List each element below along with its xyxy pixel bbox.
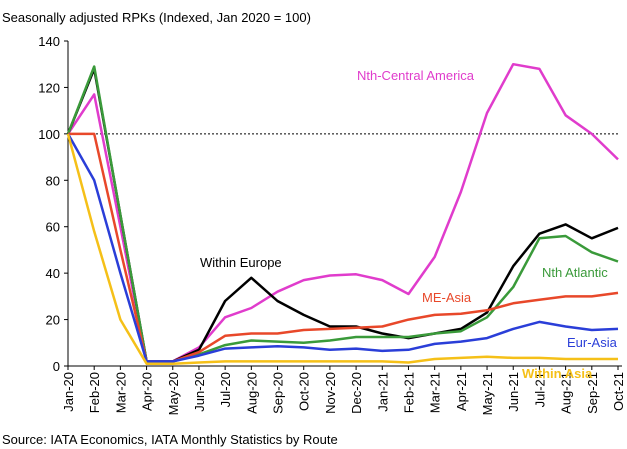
y-tick-label: 0 [53, 359, 60, 374]
x-tick-label: May-21 [480, 372, 495, 415]
x-tick-label: Oct-20 [297, 372, 312, 411]
y-tick-label: 20 [46, 313, 60, 328]
chart-title: Seasonally adjusted RPKs (Indexed, Jan 2… [2, 10, 311, 25]
series-line [66, 133, 619, 363]
x-tick-label: Sep-21 [585, 372, 600, 414]
series-label: Within Europe [200, 255, 282, 270]
y-tick-label: 80 [46, 173, 60, 188]
x-tick-label: Nov-20 [323, 372, 338, 414]
x-tick-label: Jul-20 [218, 372, 233, 407]
x-tick-label: Aug-21 [559, 372, 574, 414]
x-tick-label: Sep-20 [271, 372, 286, 414]
x-tick-label: Dec-20 [349, 372, 364, 414]
series-label: Nth-Central America [357, 68, 475, 83]
x-tick-label: Jan-21 [375, 372, 390, 412]
source-note: Source: IATA Economics, IATA Monthly Sta… [2, 432, 338, 447]
x-tick-label: Jul-21 [532, 372, 547, 407]
x-tick-label: Oct-21 [611, 372, 626, 411]
x-tick-label: May-20 [166, 372, 181, 415]
y-tick-label: 60 [46, 220, 60, 235]
series-line [66, 133, 618, 365]
y-tick-label: 140 [38, 34, 60, 49]
x-tick-label: Jun-20 [192, 372, 207, 412]
series-line [66, 62, 619, 363]
series-label: Nth Atlantic [542, 265, 608, 280]
series-label: ME-Asia [422, 290, 472, 305]
x-tick-label: Feb-20 [87, 372, 102, 413]
series-line [66, 67, 619, 363]
series-label: Eur-Asia [567, 335, 618, 350]
y-tick-label: 100 [38, 127, 60, 142]
x-tick-label: Jun-21 [506, 372, 521, 412]
x-tick-label: Apr-20 [140, 372, 155, 411]
x-tick-label: Aug-20 [244, 372, 259, 414]
series-label: Within Asia [522, 366, 593, 381]
y-tick-label: 40 [46, 266, 60, 281]
y-tick-label: 120 [38, 80, 60, 95]
x-tick-label: Jan-20 [61, 372, 76, 412]
x-tick-label: Mar-20 [113, 372, 128, 413]
x-tick-label: Feb-21 [401, 372, 416, 413]
x-tick-label: Apr-21 [454, 372, 469, 411]
series-line [66, 65, 619, 363]
x-tick-label: Mar-21 [428, 372, 443, 413]
